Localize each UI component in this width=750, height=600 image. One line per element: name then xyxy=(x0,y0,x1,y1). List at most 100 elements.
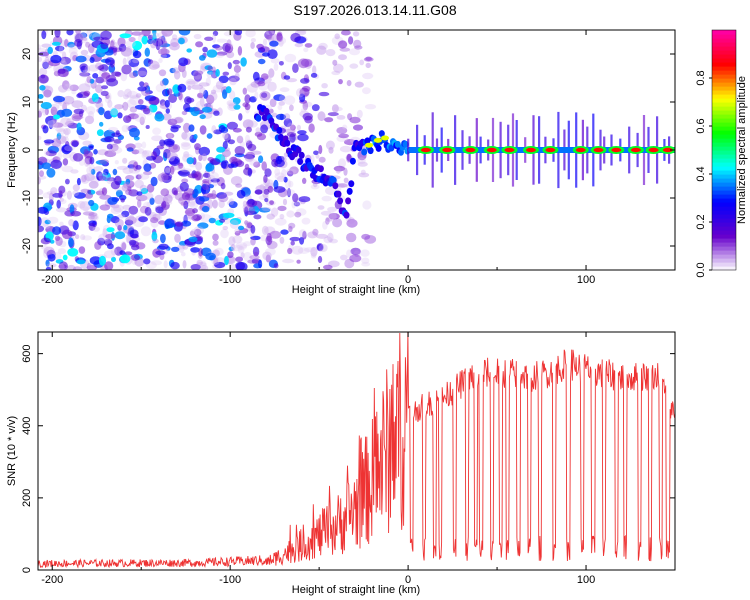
noise-blob xyxy=(98,64,105,72)
noise-blob xyxy=(95,76,105,84)
noise-blob xyxy=(62,158,69,166)
noise-blob xyxy=(60,117,71,128)
noise-blob xyxy=(192,70,202,80)
noise-blob xyxy=(174,233,181,243)
noise-blob xyxy=(202,179,210,184)
noise-blob xyxy=(181,131,188,140)
noise-blob xyxy=(58,84,68,93)
noise-blob xyxy=(321,83,328,89)
noise-blob xyxy=(126,147,134,152)
noise-blob xyxy=(288,222,296,229)
noise-blob xyxy=(320,210,332,216)
noise-blob xyxy=(209,91,218,101)
noise-blob xyxy=(99,204,111,211)
noise-blob xyxy=(349,254,362,263)
noise-blob xyxy=(40,237,51,245)
noise-blob xyxy=(132,58,140,64)
noise-blob xyxy=(66,30,74,36)
noise-blob xyxy=(278,94,287,103)
noise-blob xyxy=(178,93,184,102)
noise-blob xyxy=(245,30,256,38)
noise-blob xyxy=(237,245,245,254)
noise-blob xyxy=(199,65,206,73)
noise-blob xyxy=(38,47,47,52)
noise-blob xyxy=(312,65,317,75)
snr-ytick-label: 400 xyxy=(21,417,33,435)
noise-blob xyxy=(193,134,198,140)
spectrogram-marks xyxy=(38,30,675,270)
noise-blob xyxy=(325,49,336,57)
noise-blob xyxy=(90,214,98,220)
noise-blob xyxy=(143,150,147,155)
noise-blob xyxy=(206,94,215,105)
noise-blob xyxy=(258,259,263,269)
noise-blob xyxy=(79,32,87,40)
noise-blob xyxy=(218,75,229,84)
noise-blob xyxy=(72,115,84,120)
noise-blob xyxy=(219,218,226,223)
noise-blob xyxy=(222,42,231,53)
noise-blob xyxy=(283,118,293,127)
noise-blob xyxy=(287,188,291,198)
noise-blob xyxy=(92,226,100,232)
noise-blob xyxy=(333,63,344,73)
noise-blob xyxy=(151,231,158,242)
noise-blob xyxy=(210,178,220,183)
noise-blob xyxy=(234,228,241,234)
colorbar-segment xyxy=(712,114,736,119)
noise-blob xyxy=(252,71,260,82)
spectrogram-ytick-label: 20 xyxy=(21,48,33,60)
noise-blob xyxy=(356,109,363,119)
noise-blob xyxy=(76,177,81,186)
colorbar-segment xyxy=(712,166,736,171)
noise-blob xyxy=(62,80,70,90)
noise-blob xyxy=(181,192,190,201)
colorbar-segment xyxy=(712,178,736,183)
noise-blob xyxy=(170,165,175,175)
noise-blob xyxy=(364,235,377,244)
noise-blob xyxy=(264,226,276,235)
colorbar-segment xyxy=(712,238,736,243)
chart-title: S197.2026.013.14.11.G08 xyxy=(293,2,456,18)
noise-blob xyxy=(264,197,269,203)
noise-blob xyxy=(228,90,236,100)
noise-blob xyxy=(255,127,261,134)
noise-blob xyxy=(296,88,305,98)
noise-blob xyxy=(131,31,143,36)
noise-blob xyxy=(115,104,120,109)
noise-blob xyxy=(151,260,162,266)
noise-blob xyxy=(277,205,287,212)
spectrogram-ytick-label: 0 xyxy=(21,147,33,153)
noise-blob xyxy=(308,123,315,133)
noise-blob xyxy=(212,199,218,209)
noise-blob xyxy=(174,70,181,80)
noise-blob xyxy=(106,177,116,182)
noise-blob xyxy=(178,169,190,177)
ridge-peak xyxy=(442,147,453,153)
noise-blob xyxy=(215,53,225,58)
colorbar-segment xyxy=(712,46,736,51)
noise-blob xyxy=(216,192,228,199)
noise-blob xyxy=(227,251,234,259)
noise-blob xyxy=(158,48,170,55)
noise-blob xyxy=(73,108,85,115)
noise-blob xyxy=(292,63,299,73)
noise-blob xyxy=(136,148,145,154)
colorbar-segment xyxy=(712,266,736,271)
colorbar-segment xyxy=(712,170,736,175)
noise-blob xyxy=(299,236,305,245)
noise-blob xyxy=(78,246,86,254)
noise-blob xyxy=(193,226,205,235)
noise-blob xyxy=(357,157,366,165)
noise-blob xyxy=(316,233,328,239)
noise-blob xyxy=(38,206,49,214)
noise-blob xyxy=(328,146,334,154)
noise-blob xyxy=(165,108,170,114)
noise-blob xyxy=(165,167,171,174)
noise-blob xyxy=(159,174,164,183)
noise-blob xyxy=(282,198,288,206)
noise-blob xyxy=(253,251,259,257)
noise-blob xyxy=(45,259,50,267)
noise-blob xyxy=(172,34,178,41)
